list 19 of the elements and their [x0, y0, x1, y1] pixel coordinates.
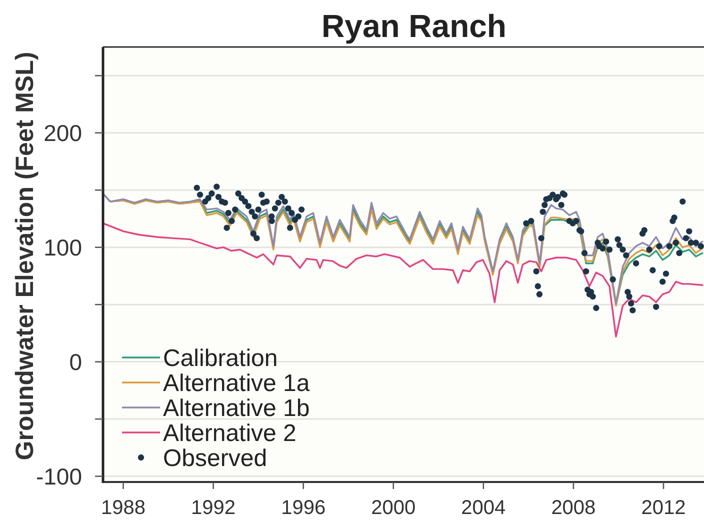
- legend-label: Alternative 2: [163, 420, 296, 448]
- y-tick-label: 0: [69, 349, 82, 376]
- y-tick-label: 200: [44, 120, 82, 146]
- x-tick-label: 1992: [191, 497, 236, 519]
- legend-label: Alternative 1a: [163, 370, 310, 398]
- x-tick-label: 2012: [641, 497, 686, 519]
- x-tick-label: 2004: [461, 497, 506, 519]
- line-series: [102, 222, 704, 338]
- y-tick-label: 100: [44, 234, 82, 261]
- y-tick-label: -100: [36, 464, 82, 490]
- y-axis-title: Groundwater Elevation (Feet MSL): [11, 52, 39, 460]
- chart-title: Ryan Ranch: [322, 8, 506, 44]
- legend-label: Alternative 1b: [163, 395, 310, 422]
- x-tick-label: 1996: [281, 497, 326, 519]
- x-tick-label: 1988: [101, 497, 146, 519]
- legend-label: Calibration: [163, 345, 278, 372]
- legend-label: Observed: [163, 445, 268, 472]
- x-tick-label: 2000: [371, 497, 416, 519]
- x-tick-label: 2008: [551, 497, 596, 519]
